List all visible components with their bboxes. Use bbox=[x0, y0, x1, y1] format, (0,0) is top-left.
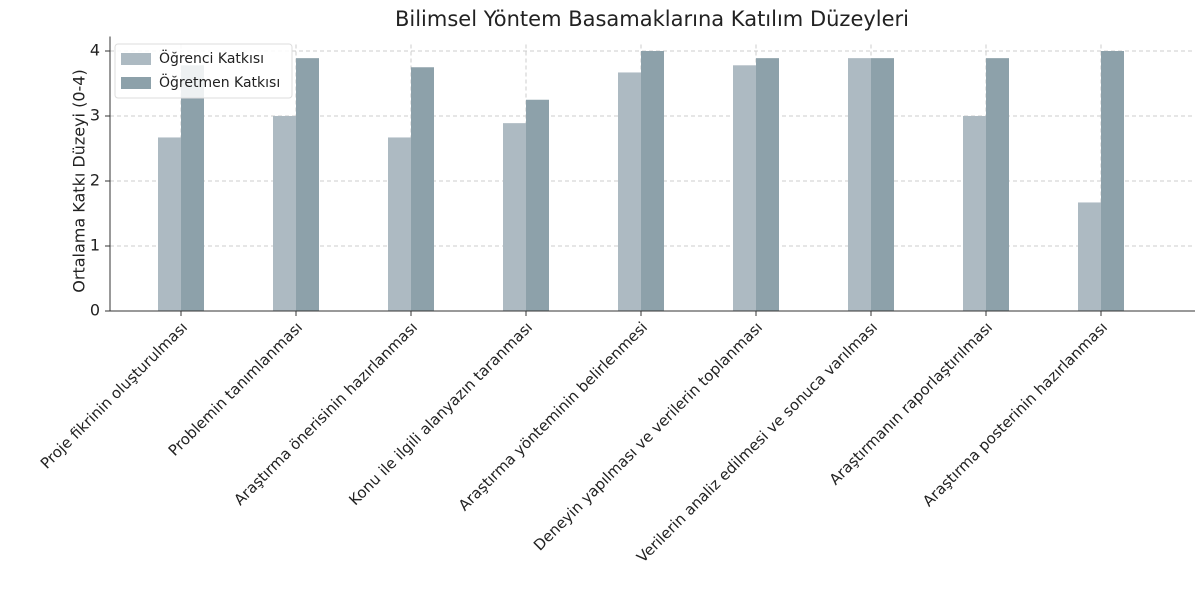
legend-box bbox=[114, 43, 293, 99]
bar bbox=[733, 65, 756, 311]
bar bbox=[158, 137, 181, 311]
legend-swatch bbox=[121, 53, 151, 65]
bar bbox=[411, 67, 434, 311]
x-tick-label: Araştırma yönteminin belirlenmesi bbox=[455, 318, 651, 514]
bar bbox=[273, 116, 296, 311]
x-tick-label: Deneyin yapılması ve verilerin toplanmas… bbox=[530, 318, 766, 554]
bar bbox=[641, 51, 664, 311]
legend-label: Öğretmen Katkısı bbox=[159, 73, 280, 91]
x-tick-label: Araştırma önerisinin hazırlanması bbox=[230, 318, 421, 509]
bar bbox=[963, 116, 986, 311]
bar bbox=[388, 137, 411, 311]
legend-swatch bbox=[121, 77, 151, 89]
bar bbox=[848, 58, 871, 312]
bar bbox=[756, 58, 779, 312]
y-tick-label: 0 bbox=[90, 301, 100, 320]
bar bbox=[526, 99, 549, 311]
bar bbox=[503, 123, 526, 312]
y-tick-label: 4 bbox=[90, 41, 100, 60]
y-tick-label: 3 bbox=[90, 106, 100, 125]
x-tick-label: Araştırma posterinin hazırlanması bbox=[919, 318, 1111, 510]
chart-title: Bilimsel Yöntem Basamaklarına Katılım Dü… bbox=[395, 7, 909, 31]
legend-label: Öğrenci Katkısı bbox=[159, 49, 264, 67]
x-tick-label: Problemin tanımlanması bbox=[165, 318, 306, 459]
y-tick-label: 1 bbox=[90, 236, 100, 255]
bar bbox=[181, 65, 204, 311]
bar bbox=[871, 58, 894, 312]
y-tick-label: 2 bbox=[90, 171, 100, 190]
x-tick-label: Konu ile ilgili alanyazın taranması bbox=[345, 318, 536, 509]
bar bbox=[618, 72, 641, 311]
x-tick-label: Verilerin analiz edilmesi ve sonuca varı… bbox=[633, 318, 881, 566]
y-axis-label: Ortalama Katkı Düzeyi (0-4) bbox=[70, 69, 89, 292]
bar bbox=[1101, 51, 1124, 311]
bar bbox=[296, 58, 319, 312]
bar bbox=[1078, 202, 1101, 311]
bar bbox=[986, 58, 1009, 312]
legend: Öğrenci Katkısı Öğretmen Katkısı bbox=[114, 43, 293, 99]
